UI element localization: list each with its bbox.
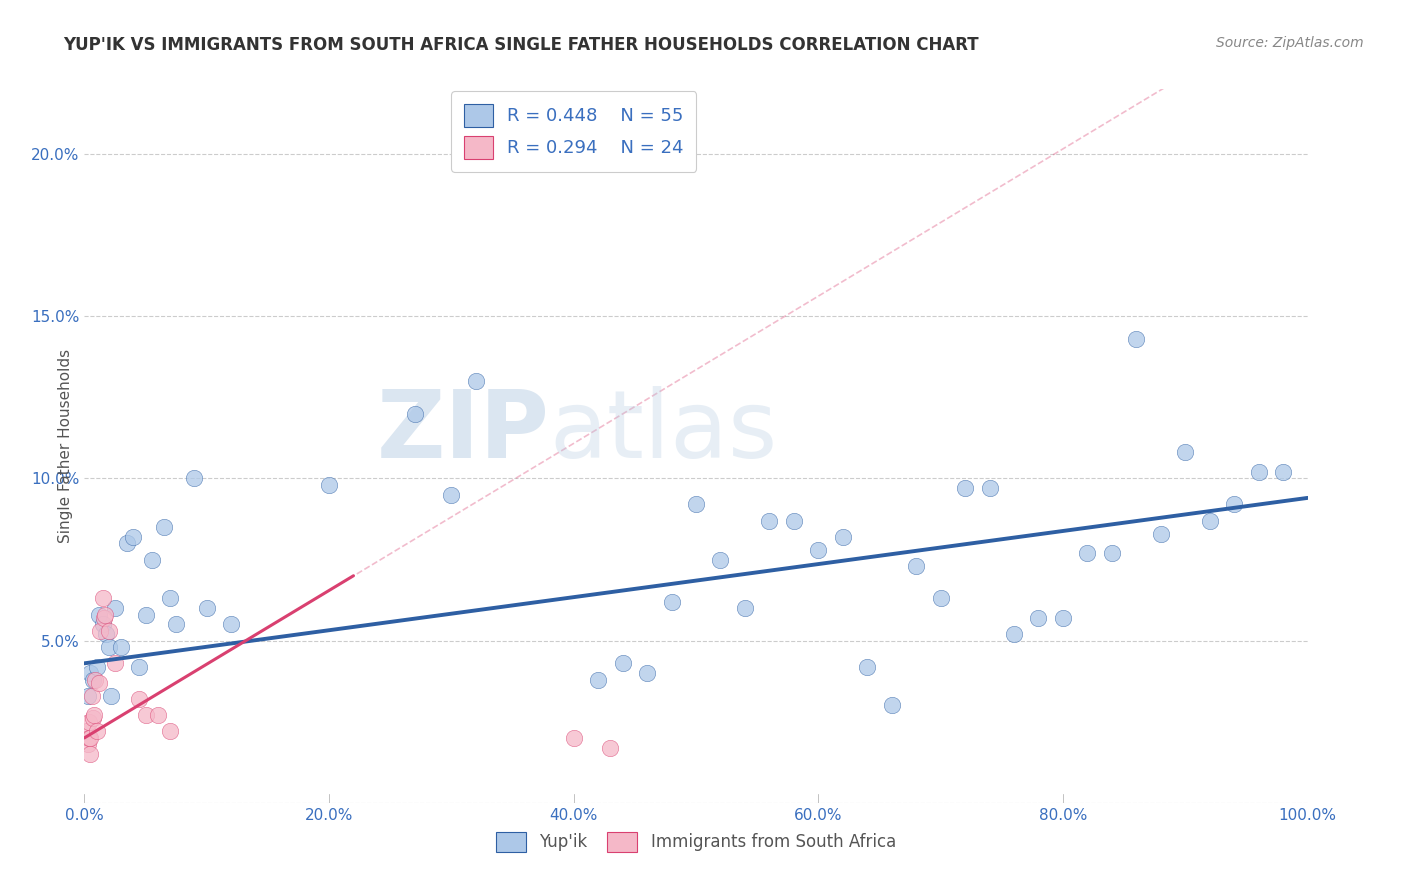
Point — [159, 591, 181, 606]
Point — [135, 708, 157, 723]
Point — [128, 659, 150, 673]
Text: atlas: atlas — [550, 385, 778, 478]
Point — [97, 640, 120, 654]
Point — [1150, 526, 1173, 541]
Point — [122, 530, 145, 544]
Point — [195, 601, 218, 615]
Point — [93, 611, 115, 625]
Point — [953, 481, 976, 495]
Point — [318, 478, 340, 492]
Point — [783, 514, 806, 528]
Point — [1272, 465, 1295, 479]
Point — [709, 552, 731, 566]
Point — [807, 542, 830, 557]
Point — [404, 407, 426, 421]
Point — [79, 731, 101, 745]
Point — [1223, 497, 1246, 511]
Point — [79, 747, 101, 761]
Point — [562, 731, 585, 745]
Point — [97, 624, 120, 638]
Point — [219, 617, 242, 632]
Point — [1002, 627, 1025, 641]
Point — [599, 740, 621, 755]
Point — [86, 724, 108, 739]
Point — [96, 627, 118, 641]
Point — [77, 738, 100, 752]
Point — [89, 624, 111, 638]
Point — [636, 666, 658, 681]
Point — [1101, 546, 1123, 560]
Point — [905, 559, 928, 574]
Point — [183, 471, 205, 485]
Point — [586, 673, 609, 687]
Point — [685, 497, 707, 511]
Point — [94, 607, 117, 622]
Point — [929, 591, 952, 606]
Point — [1052, 611, 1074, 625]
Point — [1247, 465, 1270, 479]
Point — [612, 657, 634, 671]
Point — [79, 666, 101, 681]
Point — [91, 591, 114, 606]
Legend: Yup'ik, Immigrants from South Africa: Yup'ik, Immigrants from South Africa — [489, 825, 903, 859]
Point — [77, 689, 100, 703]
Point — [77, 731, 100, 745]
Point — [165, 617, 187, 632]
Point — [87, 675, 110, 690]
Point — [159, 724, 181, 739]
Point — [82, 673, 104, 687]
Point — [83, 708, 105, 723]
Point — [135, 607, 157, 622]
Text: Source: ZipAtlas.com: Source: ZipAtlas.com — [1216, 36, 1364, 50]
Point — [91, 617, 114, 632]
Point — [141, 552, 163, 566]
Point — [80, 689, 103, 703]
Point — [440, 488, 463, 502]
Point — [153, 520, 176, 534]
Point — [661, 595, 683, 609]
Point — [1125, 332, 1147, 346]
Point — [110, 640, 132, 654]
Point — [84, 673, 107, 687]
Point — [86, 659, 108, 673]
Point — [146, 708, 169, 723]
Text: ZIP: ZIP — [377, 385, 550, 478]
Point — [1076, 546, 1098, 560]
Point — [1198, 514, 1220, 528]
Point — [831, 530, 853, 544]
Point — [115, 536, 138, 550]
Point — [87, 607, 110, 622]
Point — [104, 601, 127, 615]
Point — [128, 692, 150, 706]
Point — [856, 659, 879, 673]
Point — [758, 514, 780, 528]
Point — [76, 724, 98, 739]
Point — [979, 481, 1001, 495]
Point — [880, 698, 903, 713]
Point — [1028, 611, 1050, 625]
Point — [1174, 445, 1197, 459]
Point — [77, 714, 100, 729]
Y-axis label: Single Father Households: Single Father Households — [58, 349, 73, 543]
Point — [82, 711, 104, 725]
Point — [464, 374, 486, 388]
Text: YUP'IK VS IMMIGRANTS FROM SOUTH AFRICA SINGLE FATHER HOUSEHOLDS CORRELATION CHAR: YUP'IK VS IMMIGRANTS FROM SOUTH AFRICA S… — [63, 36, 979, 54]
Point — [104, 657, 127, 671]
Point — [734, 601, 756, 615]
Point — [100, 689, 122, 703]
